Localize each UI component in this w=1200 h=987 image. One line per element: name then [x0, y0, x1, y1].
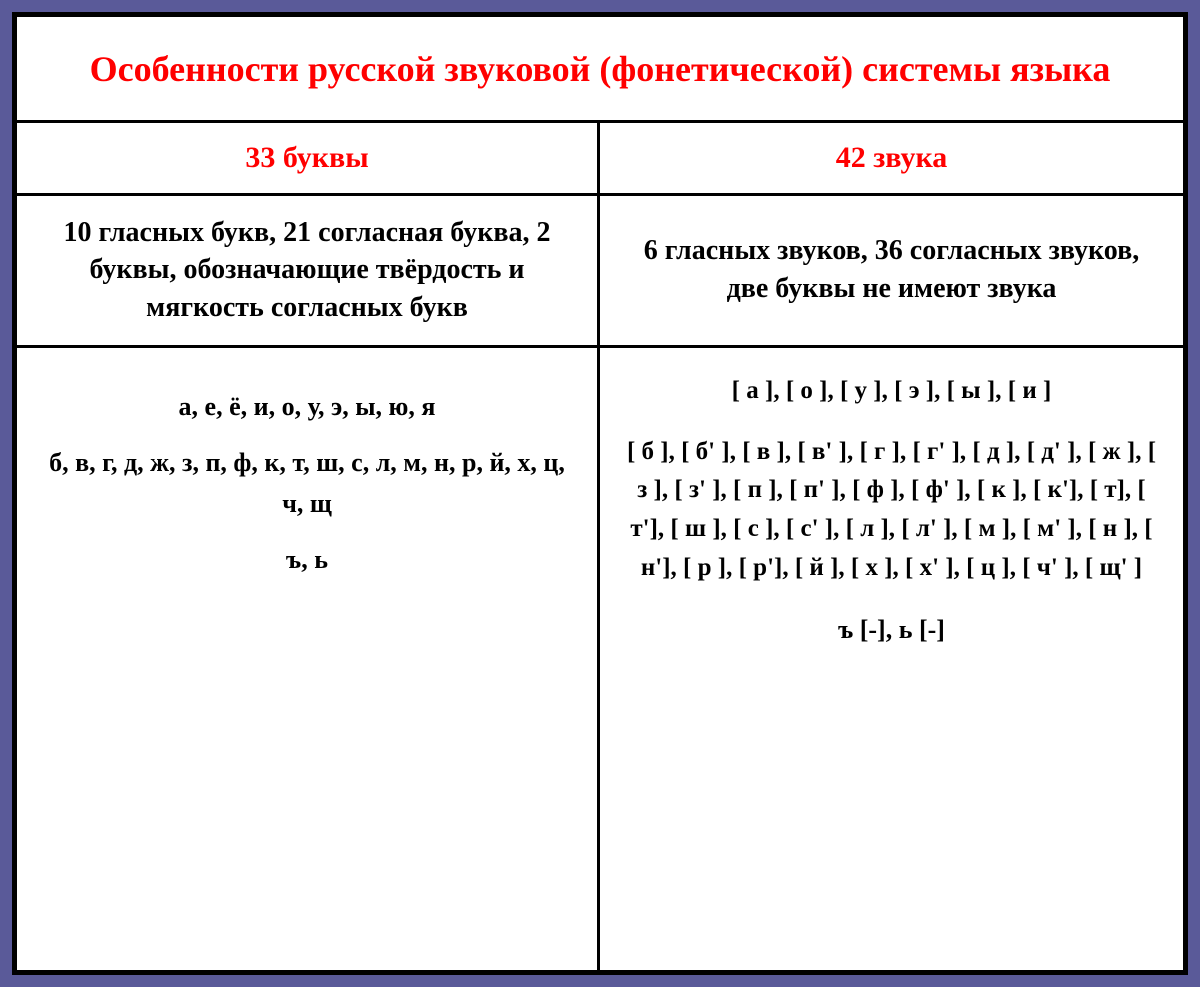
consonant-sounds: [ б ], [ б' ], [ в ], [ в' ], [ г ], [ г… [626, 433, 1157, 588]
sounds-description-cell: 6 гласных звуков, 36 согласных звуков, д… [600, 196, 1183, 345]
description-row: 10 гласных букв, 21 согласная буква, 2 б… [17, 196, 1183, 348]
content-row: а, е, ё, и, о, у, э, ы, ю, я б, в, г, д,… [17, 348, 1183, 970]
page-title: Особенности русской звуковой (фонетическ… [47, 45, 1153, 94]
sounds-count-header: 42 звука [622, 141, 1161, 175]
letters-list-cell: а, е, ё, и, о, у, э, ы, ю, я б, в, г, д,… [17, 348, 600, 970]
sounds-list-cell: [ а ], [ о ], [ у ], [ э ], [ ы ], [ и ]… [600, 348, 1183, 970]
sign-letters: ъ, ь [43, 539, 571, 581]
letters-block: а, е, ё, и, о, у, э, ы, ю, я б, в, г, д,… [43, 372, 571, 594]
vowel-letters: а, е, ё, и, о, у, э, ы, ю, я [43, 386, 571, 428]
sounds-description: 6 гласных звуков, 36 согласных звуков, д… [622, 232, 1161, 308]
letters-description: 10 гласных букв, 21 согласная буква, 2 б… [39, 214, 575, 327]
phonetics-table: Особенности русской звуковой (фонетическ… [12, 12, 1188, 975]
title-row: Особенности русской звуковой (фонетическ… [17, 17, 1183, 123]
consonant-letters: б, в, г, д, ж, з, п, ф, к, т, ш, с, л, м… [43, 442, 571, 525]
outer-frame: Особенности русской звуковой (фонетическ… [0, 0, 1200, 987]
letters-description-cell: 10 гласных букв, 21 согласная буква, 2 б… [17, 196, 600, 345]
sounds-header-cell: 42 звука [600, 123, 1183, 193]
sounds-block: [ а ], [ о ], [ у ], [ э ], [ ы ], [ и ]… [626, 372, 1157, 650]
letters-count-header: 33 буквы [39, 141, 575, 175]
letters-header-cell: 33 буквы [17, 123, 600, 193]
vowel-sounds: [ а ], [ о ], [ у ], [ э ], [ ы ], [ и ] [626, 372, 1157, 411]
no-sound-letters: ъ [-], ь [-] [626, 610, 1157, 650]
header-row: 33 буквы 42 звука [17, 123, 1183, 196]
